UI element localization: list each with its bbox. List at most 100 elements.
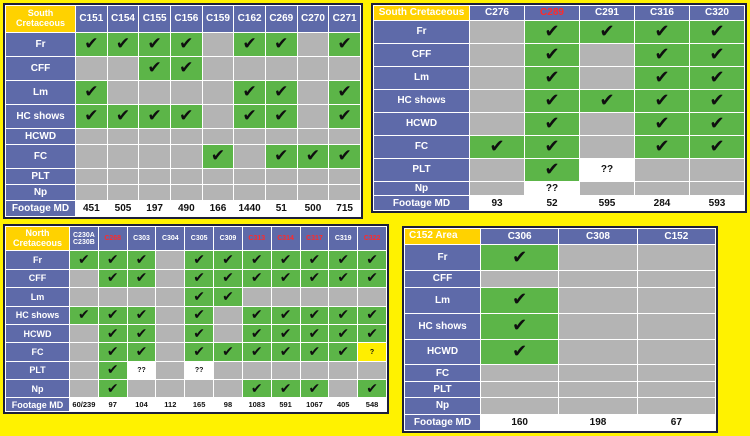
cell-absent — [155, 342, 186, 362]
table-row: Np — [404, 397, 717, 415]
check-icon: ✔ — [709, 112, 725, 134]
cell-absent — [636, 380, 717, 399]
cell-present: ✔ — [264, 103, 298, 129]
row-label-lm: Lm — [373, 65, 470, 90]
cell-present: ✔ — [241, 268, 272, 289]
check-icon: ✔ — [222, 252, 234, 269]
header-row: South Cretaceous C151 C154 C155 C156 C159 C162… — [5, 5, 361, 33]
cell-present: ✔ — [126, 250, 157, 270]
column-header-c306: C306 — [479, 227, 560, 246]
cell-absent — [155, 379, 186, 399]
column-header-c151: C151 — [75, 5, 108, 33]
check-icon: ✔ — [242, 33, 257, 54]
check-icon: ✔ — [106, 307, 119, 324]
cell-unknown: ?? — [524, 180, 580, 197]
footage-value: 595 — [579, 195, 635, 211]
cell-absent — [155, 323, 186, 344]
cell-present: ✔ — [357, 379, 387, 399]
cell-absent — [469, 88, 525, 113]
cell-absent — [558, 286, 638, 314]
cell-absent — [479, 364, 560, 382]
cell-absent — [357, 360, 387, 381]
row-label-hcwd: HCWD — [5, 127, 76, 145]
table-north-cretaceous: North Cretaceous C230A C230B C268 C303 C304 C… — [3, 224, 389, 414]
header-row: C152 Area C306 C308 C152 — [404, 227, 717, 246]
cell-absent — [155, 360, 186, 381]
cell-absent — [328, 360, 359, 381]
cell-absent — [558, 397, 638, 415]
table-row: Np ✔ ✔ ✔ ✔ ✔ — [5, 379, 387, 399]
check-icon: ✔ — [115, 105, 131, 126]
table-row: PLT ✔???? — [5, 360, 387, 381]
row-label-hc-shows: HC shows — [5, 103, 76, 129]
cell-absent — [75, 143, 108, 169]
cell-present: ✔ — [97, 379, 128, 399]
cell-present: ✔ — [97, 360, 128, 381]
cell-absent — [328, 183, 361, 201]
check-icon: ✔ — [366, 380, 378, 397]
check-icon: ✔ — [544, 135, 560, 157]
cell-present: ✔ — [213, 250, 243, 270]
cell-present: ✔ — [299, 379, 330, 399]
footage-label: Footage MD — [5, 199, 76, 218]
cell-present: ✔ — [270, 323, 301, 344]
cell-present: ✔ — [97, 323, 128, 344]
cell-absent — [169, 167, 203, 185]
column-header-c305: C305 — [184, 225, 215, 252]
unknown-mark: ?? — [137, 366, 146, 374]
cell-present: ✔ — [634, 42, 690, 67]
check-icon: ✔ — [279, 270, 292, 287]
cell-present: ✔ — [75, 31, 108, 57]
check-icon: ✔ — [305, 145, 321, 166]
footage-value: 591 — [270, 397, 301, 412]
table-row: Np?? — [373, 180, 745, 197]
check-icon: ✔ — [242, 105, 257, 126]
cell-absent — [469, 19, 525, 44]
cell-absent — [201, 183, 235, 201]
cell-absent — [296, 127, 330, 145]
footage-label: Footage MD — [404, 413, 481, 432]
cell-present: ✔ — [106, 31, 140, 57]
row-label-cff: CFF — [373, 42, 470, 67]
cell-present: ✔ — [69, 305, 99, 325]
cell-present: ✔ — [138, 31, 171, 57]
check-icon: ✔ — [337, 81, 352, 102]
cell-absent — [328, 167, 361, 185]
footage-value: 104 — [126, 397, 157, 412]
cell-absent — [469, 65, 525, 90]
cell-absent — [169, 79, 203, 105]
cell-present: ✔ — [524, 19, 580, 44]
cell-present: ✔ — [524, 157, 580, 182]
cell-present: ✔ — [106, 103, 140, 129]
column-header-c152: C152 — [636, 227, 717, 246]
unknown-mark: ?? — [545, 183, 559, 195]
cell-present: ✔ — [299, 323, 330, 344]
cell-unknown: ?? — [579, 157, 635, 182]
check-icon: ✔ — [193, 325, 206, 342]
cell-absent — [634, 180, 690, 197]
cell-uncertain: ? — [357, 342, 387, 362]
cell-absent — [558, 364, 638, 382]
cell-present: ✔ — [241, 379, 272, 399]
check-icon: ✔ — [544, 20, 560, 42]
check-icon: ✔ — [337, 344, 350, 360]
check-icon: ✔ — [308, 252, 321, 269]
cell-present: ✔ — [469, 134, 525, 159]
column-header-c155: C155 — [138, 5, 171, 33]
row-label-fc: FC — [373, 134, 470, 159]
cell-present: ✔ — [634, 19, 690, 44]
cell-absent — [155, 287, 186, 307]
row-label-hc-shows: HC shows — [5, 305, 70, 325]
cell-present: ✔ — [233, 31, 266, 57]
cell-present: ✔ — [524, 42, 580, 67]
check-icon: ✔ — [250, 307, 263, 324]
footer-row: Footage MD 451 505 197 490 166 1440 51 500 715 — [5, 199, 361, 218]
cell-present: ✔ — [634, 88, 690, 113]
cell-absent — [270, 360, 301, 381]
table-south-cretaceous-1: South Cretaceous C151 C154 C155 C156 C159 C162… — [3, 3, 363, 219]
check-icon: ✔ — [135, 270, 148, 287]
footage-label: Footage MD — [373, 195, 470, 211]
table-row: HC shows ✔ ✔ ✔ ✔ ✔ ✔ ✔ ✔ ✔ — [5, 305, 387, 325]
row-label-fr: Fr — [5, 250, 70, 270]
cell-present: ✔ — [233, 103, 266, 129]
